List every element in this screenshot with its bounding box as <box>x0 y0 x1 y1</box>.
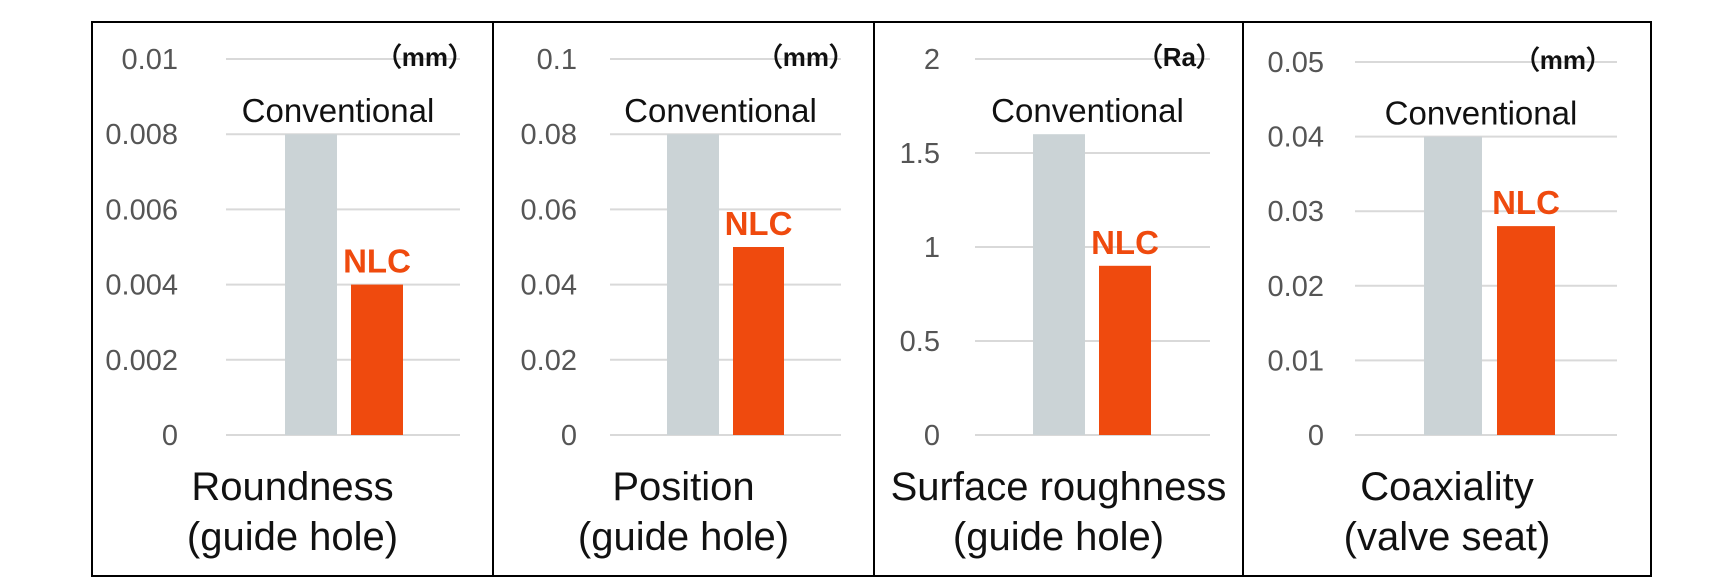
y-tick-label: 0 <box>1308 420 1324 452</box>
bar-label-nlc: NLC <box>725 205 793 242</box>
bar-label-nlc: NLC <box>1091 224 1159 261</box>
y-tick-label: 1 <box>924 232 940 264</box>
y-tick-label: 0.08 <box>521 119 577 151</box>
y-tick-label: 0 <box>162 420 178 452</box>
bar-nlc <box>1497 226 1555 435</box>
y-tick-label: 0.06 <box>521 194 577 226</box>
chart-caption: Surface roughness <box>891 465 1227 509</box>
y-tick-label: 0.03 <box>1268 196 1324 228</box>
y-tick-label: 0.5 <box>900 326 940 358</box>
chart-caption: (guide hole) <box>578 515 789 559</box>
chart-caption: Coaxiality <box>1360 465 1533 509</box>
bar-label-conventional: Conventional <box>624 92 817 129</box>
bar-conventional <box>1033 134 1085 435</box>
bar-conventional <box>285 134 337 435</box>
unit-label: （mm） <box>376 42 474 72</box>
unit-label: （Ra） <box>1137 42 1222 72</box>
y-tick-label: 0.1 <box>537 44 577 76</box>
y-tick-label: 0.004 <box>105 270 178 302</box>
bar-nlc <box>733 247 784 435</box>
chart-caption: (guide hole) <box>953 515 1164 559</box>
bar-conventional <box>667 134 719 435</box>
bar-label-conventional: Conventional <box>1385 95 1578 132</box>
chart-caption: (guide hole) <box>187 515 398 559</box>
chart-panel-frame <box>1242 21 1652 577</box>
y-tick-label: 0 <box>924 420 940 452</box>
y-tick-label: 0.02 <box>521 345 577 377</box>
chart-caption: Roundness <box>191 465 393 509</box>
bar-label-nlc: NLC <box>343 243 411 280</box>
y-tick-label: 0.04 <box>521 270 577 302</box>
bar-nlc <box>1099 265 1151 435</box>
bar-label-conventional: Conventional <box>242 92 435 129</box>
y-tick-label: 0.002 <box>105 345 178 377</box>
y-tick-label: 0.02 <box>1268 271 1324 303</box>
unit-label: （mm） <box>1514 45 1612 75</box>
y-tick-label: 0.05 <box>1268 47 1324 79</box>
y-tick-label: 1.5 <box>900 138 940 170</box>
chart-caption: (valve seat) <box>1344 515 1551 559</box>
y-tick-label: 0.006 <box>105 194 178 226</box>
y-tick-label: 2 <box>924 44 940 76</box>
y-tick-label: 0.008 <box>105 119 178 151</box>
y-tick-label: 0.01 <box>1268 345 1324 377</box>
y-tick-label: 0 <box>561 420 577 452</box>
bar-conventional <box>1424 136 1482 435</box>
chart-caption: Position <box>612 465 754 509</box>
bar-label-conventional: Conventional <box>991 92 1184 129</box>
unit-label: （mm） <box>757 42 855 72</box>
y-tick-label: 0.04 <box>1268 122 1324 154</box>
y-tick-label: 0.01 <box>122 44 178 76</box>
bar-nlc <box>351 284 403 435</box>
bar-label-nlc: NLC <box>1492 184 1560 221</box>
